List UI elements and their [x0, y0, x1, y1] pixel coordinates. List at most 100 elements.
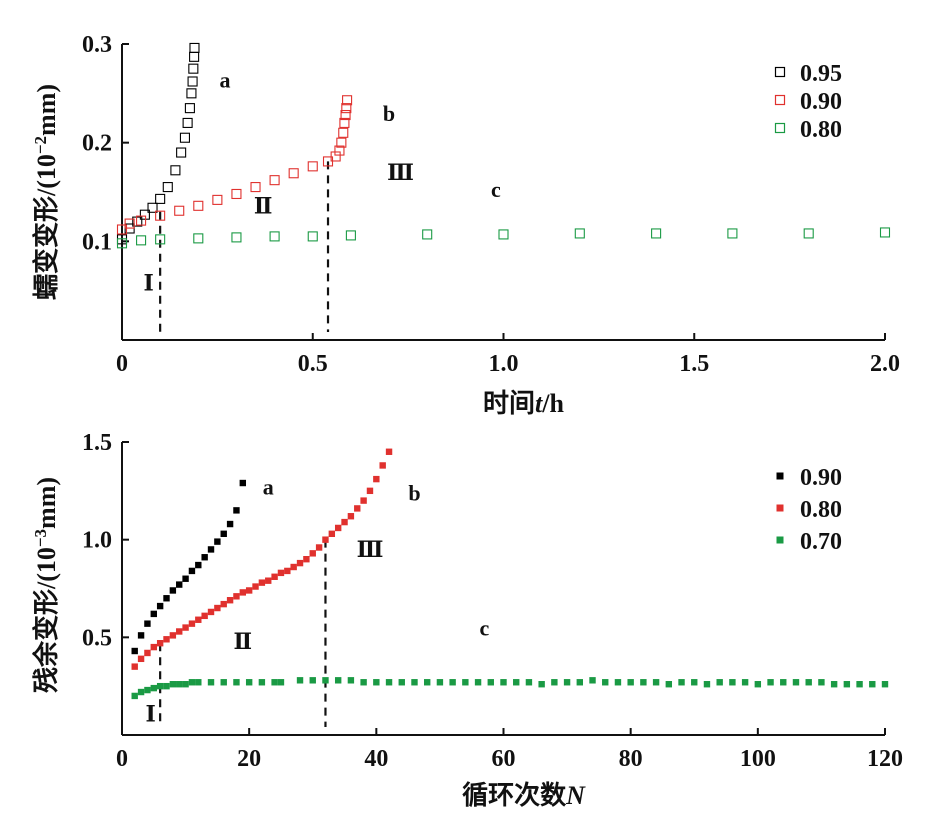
data-point	[879, 227, 891, 238]
data-point	[201, 612, 208, 620]
data-point	[341, 103, 352, 114]
series-0.90	[116, 95, 353, 235]
data-point	[226, 597, 234, 604]
series-0.95	[116, 42, 200, 245]
data-point	[269, 231, 280, 242]
data-point	[144, 686, 151, 694]
y-axis-title: 蠕变变形/(10−2mm)	[31, 84, 62, 300]
data-point	[176, 147, 187, 158]
y-tick-label: 0.1	[82, 229, 112, 255]
data-point	[186, 88, 197, 99]
data-point	[322, 677, 329, 684]
data-point	[462, 679, 469, 686]
data-point	[551, 679, 558, 686]
data-point	[258, 679, 266, 686]
data-point	[144, 620, 151, 627]
legend-label: 0.80	[800, 117, 842, 143]
data-point	[334, 524, 342, 532]
data-point	[354, 505, 361, 512]
data-point	[513, 679, 520, 686]
data-point	[131, 692, 138, 700]
data-point	[290, 563, 297, 571]
data-point	[385, 679, 393, 686]
data-point	[288, 168, 299, 179]
data-point	[182, 681, 189, 688]
data-point	[338, 127, 349, 138]
data-point	[436, 679, 444, 686]
y-tick-label: 0.3	[82, 32, 112, 58]
data-point	[336, 137, 347, 148]
data-point	[188, 620, 196, 627]
stage-label: Ⅲ	[357, 537, 384, 562]
data-point	[252, 583, 259, 590]
data-point	[869, 681, 876, 688]
data-point	[277, 679, 285, 686]
data-point	[538, 681, 545, 688]
data-point	[805, 679, 812, 686]
data-point	[366, 487, 374, 495]
y-tick-label: 1.5	[82, 430, 112, 456]
data-point	[727, 228, 738, 239]
data-point	[207, 546, 215, 553]
curve-label: a	[263, 475, 274, 500]
data-point	[214, 604, 221, 612]
legend-label: 0.90	[800, 465, 842, 491]
data-point	[334, 145, 345, 156]
data-point	[678, 679, 685, 686]
x-tick-label: 40	[364, 746, 388, 772]
data-point	[627, 679, 634, 686]
x-tick-label: 60	[492, 746, 516, 772]
stage-label: Ⅱ	[254, 194, 273, 219]
data-point	[422, 229, 433, 240]
data-point	[385, 448, 393, 455]
data-point	[345, 230, 356, 241]
data-point	[150, 684, 157, 692]
data-point	[195, 679, 202, 686]
data-point	[498, 229, 509, 240]
data-point	[792, 679, 800, 686]
data-point	[169, 681, 177, 688]
series-0.90	[131, 479, 247, 655]
data-point	[195, 616, 202, 623]
legend-marker	[776, 504, 784, 512]
data-point	[233, 507, 240, 514]
data-point	[193, 200, 204, 211]
data-point	[162, 182, 173, 193]
data-point	[729, 679, 736, 686]
y-tick-label: 1.0	[82, 528, 112, 554]
data-point	[614, 679, 622, 686]
data-point	[150, 643, 157, 651]
data-point	[187, 76, 198, 87]
data-point	[220, 600, 227, 608]
stage-label: Ⅱ	[234, 629, 253, 654]
data-point	[226, 520, 234, 528]
data-point	[271, 573, 278, 580]
series-0.80	[131, 448, 393, 670]
data-point	[137, 655, 145, 663]
data-point	[347, 677, 355, 684]
x-axis-title: 时间t/h	[483, 389, 564, 418]
x-tick-label: 1.5	[679, 351, 709, 377]
legend-label: 0.95	[800, 61, 842, 87]
y-tick-label: 0.5	[82, 625, 112, 651]
data-point	[245, 587, 253, 594]
data-point	[651, 228, 662, 239]
data-point	[189, 51, 200, 62]
data-point	[231, 232, 242, 243]
creep-deformation-chart: 0 0.5 1.0 1.5 2.0 0.1 0.2 0.3 时间t/h 蠕变变形/(10−2mm)…	[31, 32, 901, 418]
data-point	[360, 497, 367, 504]
data-point	[328, 530, 336, 538]
x-tick-label: 1.0	[489, 351, 519, 377]
data-point	[207, 608, 215, 616]
data-point	[163, 636, 170, 643]
x-axis-title: 循环次数N	[462, 781, 586, 810]
data-point	[315, 544, 323, 551]
data-point	[169, 587, 177, 594]
data-point	[116, 238, 128, 249]
data-point	[309, 677, 316, 684]
data-point	[342, 95, 353, 106]
data-point	[201, 554, 208, 561]
data-point	[339, 117, 350, 128]
data-point	[258, 579, 266, 586]
data-point	[176, 681, 183, 688]
